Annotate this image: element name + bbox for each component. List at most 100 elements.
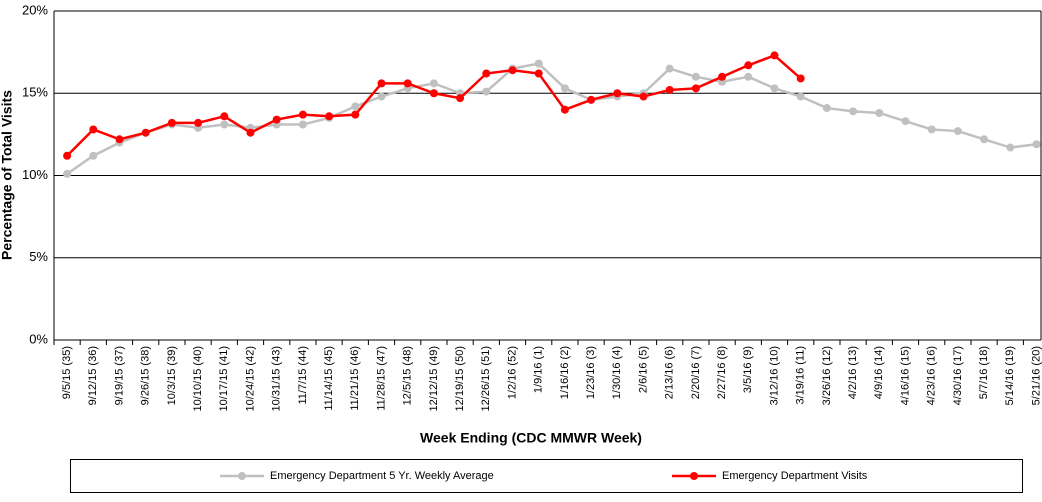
x-tick-label: 2/13/16 (6) <box>664 346 676 399</box>
legend-marker <box>238 472 246 480</box>
point <box>953 127 962 136</box>
point <box>456 94 465 103</box>
x-tick-label: 10/17/15 (41) <box>218 346 230 411</box>
x-tick-label: 5/14/16 (19) <box>1004 346 1016 405</box>
legend-marker <box>690 472 698 480</box>
point <box>849 107 858 116</box>
point <box>63 151 72 160</box>
point <box>901 117 910 126</box>
x-tick-label: 4/30/16 (17) <box>952 346 964 405</box>
series-line <box>66 53 802 157</box>
x-tick-label: 4/9/16 (14) <box>873 346 885 399</box>
point <box>1032 140 1041 149</box>
point <box>246 128 255 137</box>
point <box>534 69 543 78</box>
x-tick-label: 10/3/15 (39) <box>166 346 178 405</box>
point <box>691 84 700 93</box>
x-tick-label: 3/12/16 (10) <box>768 346 780 405</box>
x-tick-label: 3/19/16 (11) <box>795 346 807 405</box>
x-tick-label: 5/21/16 (20) <box>1030 346 1042 405</box>
point <box>377 79 386 88</box>
y-tick-label: 15% <box>22 85 48 100</box>
x-tick-label: 9/12/15 (36) <box>87 346 99 405</box>
point <box>351 102 360 111</box>
x-tick-label: 3/5/16 (9) <box>742 346 754 393</box>
point <box>770 51 779 60</box>
point <box>560 84 569 93</box>
point <box>560 105 569 114</box>
x-axis-label: Week Ending (CDC MMWR Week) <box>420 430 642 446</box>
point <box>115 135 124 144</box>
legend-label: Emergency Department Visits <box>722 470 868 482</box>
point <box>508 66 517 75</box>
x-tick-label: 2/27/16 (8) <box>716 346 728 399</box>
point <box>482 87 491 96</box>
point <box>691 72 700 81</box>
x-tick-label: 1/2/16 (52) <box>506 346 518 399</box>
x-tick-label: 12/26/15 (51) <box>480 346 492 411</box>
point <box>298 110 307 119</box>
point <box>796 92 805 101</box>
point <box>744 72 753 81</box>
x-tick-label: 9/5/15 (35) <box>61 346 73 399</box>
point <box>141 128 150 137</box>
x-tick-label: 12/19/15 (50) <box>454 346 466 411</box>
point <box>194 118 203 127</box>
x-tick-label: 11/21/15 (46) <box>349 346 361 411</box>
series-line <box>66 62 1037 175</box>
point <box>63 169 72 178</box>
x-tick-label: 3/26/16 (12) <box>821 346 833 405</box>
x-tick-label: 12/5/15 (48) <box>402 346 414 405</box>
y-tick-label: 5% <box>29 249 48 264</box>
point <box>351 110 360 119</box>
x-tick-label: 4/2/16 (13) <box>847 346 859 399</box>
x-tick-label: 10/10/15 (40) <box>192 346 204 411</box>
point <box>167 118 176 127</box>
point <box>89 151 98 160</box>
x-tick-label: 2/20/16 (7) <box>690 346 702 399</box>
point <box>220 112 229 121</box>
x-tick-label: 4/16/16 (15) <box>899 346 911 405</box>
point <box>875 108 884 117</box>
x-tick-label: 10/31/15 (43) <box>271 346 283 411</box>
point <box>980 135 989 144</box>
x-tick-label: 1/30/16 (4) <box>611 346 623 399</box>
point <box>298 120 307 129</box>
x-tick-label: 11/7/15 (44) <box>297 346 309 405</box>
point <box>403 79 412 88</box>
x-tick-label: 1/16/16 (2) <box>559 346 571 399</box>
x-tick-label: 10/24/15 (42) <box>244 346 256 411</box>
x-tick-label: 5/7/16 (18) <box>978 346 990 399</box>
point <box>482 69 491 78</box>
x-tick-label: 1/23/16 (3) <box>585 346 597 399</box>
point <box>429 89 438 98</box>
point <box>927 125 936 134</box>
point <box>587 95 596 104</box>
point <box>770 84 779 93</box>
legend-label: Emergency Department 5 Yr. Weekly Averag… <box>270 470 494 482</box>
x-tick-label: 11/28/15 (47) <box>375 346 387 411</box>
point <box>429 79 438 88</box>
x-tick-label: 2/6/16 (5) <box>637 346 649 393</box>
point <box>744 61 753 70</box>
point <box>613 89 622 98</box>
x-tick-label: 1/9/16 (1) <box>533 346 545 393</box>
point <box>534 59 543 68</box>
y-tick-label: 0% <box>29 331 48 346</box>
y-axis-label: Percentage of Total Visits <box>0 90 15 260</box>
point <box>796 74 805 83</box>
x-tick-label: 11/14/15 (45) <box>323 346 335 411</box>
point <box>89 125 98 134</box>
point <box>325 112 334 121</box>
point <box>718 72 727 81</box>
point <box>220 120 229 129</box>
x-tick-label: 9/19/15 (37) <box>113 346 125 405</box>
y-tick-label: 20% <box>22 2 48 17</box>
point <box>822 104 831 113</box>
x-tick-label: 4/23/16 (16) <box>926 346 938 405</box>
point <box>639 92 648 101</box>
y-tick-label: 10% <box>22 167 48 182</box>
x-tick-label: 12/12/15 (49) <box>428 346 440 411</box>
legend-box <box>70 459 1023 493</box>
